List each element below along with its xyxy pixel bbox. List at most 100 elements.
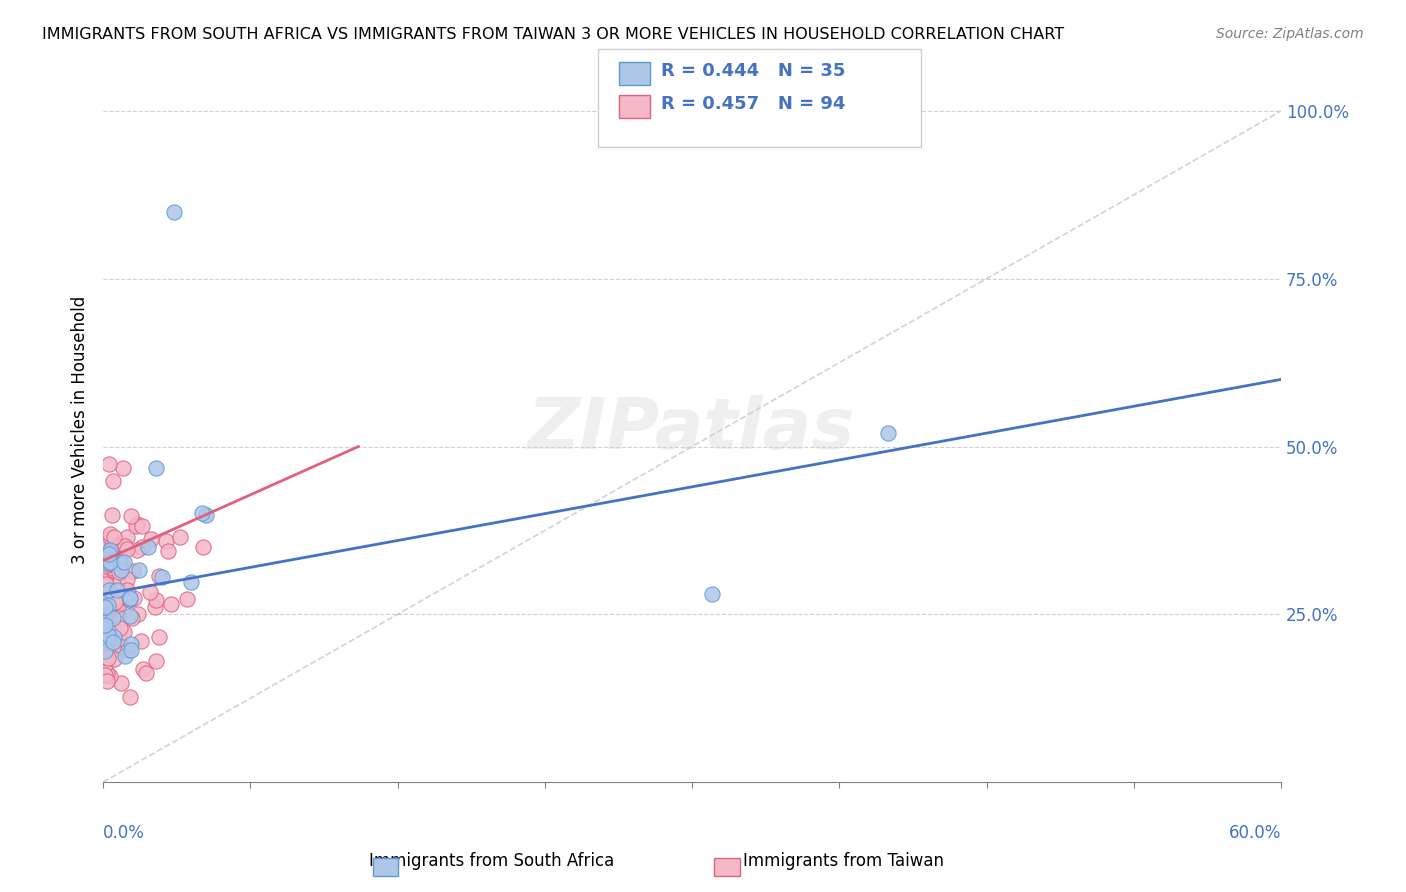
Point <box>176 591 198 606</box>
Point <box>148 569 170 583</box>
Point <box>150 570 173 584</box>
Point <box>94 658 117 673</box>
Point <box>98 599 121 613</box>
Point <box>125 516 148 531</box>
Point <box>103 611 125 625</box>
Point <box>94 587 117 601</box>
Point <box>115 573 138 587</box>
Point <box>100 508 122 523</box>
Point <box>138 540 160 554</box>
Point <box>108 596 131 610</box>
Point <box>96 665 118 680</box>
Point <box>108 556 131 570</box>
Point <box>157 544 180 558</box>
Point <box>131 541 153 555</box>
Point <box>94 577 117 591</box>
Point <box>98 590 121 604</box>
Point <box>96 557 118 571</box>
Point <box>118 592 141 607</box>
Point <box>103 651 125 665</box>
Point <box>120 592 142 607</box>
Point <box>98 530 121 544</box>
Point <box>125 519 148 533</box>
Text: Immigrants from Taiwan: Immigrants from Taiwan <box>744 852 943 870</box>
Point <box>191 540 214 554</box>
Point <box>110 542 132 557</box>
Point <box>97 599 120 613</box>
Point <box>101 563 124 577</box>
Point <box>118 608 141 623</box>
Point <box>114 648 136 663</box>
Point <box>101 474 124 488</box>
Point <box>94 615 117 629</box>
Point <box>159 597 181 611</box>
Point <box>108 546 131 560</box>
Point <box>104 544 127 558</box>
Point <box>98 599 121 614</box>
Point <box>107 570 129 584</box>
Point <box>96 673 118 688</box>
Point <box>118 591 141 606</box>
Point <box>128 564 150 578</box>
Point <box>100 591 122 605</box>
Point <box>155 533 177 548</box>
Point <box>121 611 143 625</box>
Point <box>121 564 143 578</box>
Point <box>110 675 132 690</box>
Text: R = 0.444   N = 35: R = 0.444 N = 35 <box>661 62 845 80</box>
Point <box>131 634 153 648</box>
Point <box>110 589 132 603</box>
Point <box>103 630 125 644</box>
Point <box>195 508 218 522</box>
Point <box>700 587 723 601</box>
Point <box>94 573 117 587</box>
Point <box>94 600 117 615</box>
Point <box>108 565 131 579</box>
Point <box>94 549 117 564</box>
Point <box>98 612 121 626</box>
Point <box>108 553 131 567</box>
Text: R = 0.457   N = 94: R = 0.457 N = 94 <box>661 95 845 113</box>
Point <box>131 519 153 533</box>
Point <box>94 668 117 682</box>
Point <box>101 594 124 608</box>
Point <box>101 538 124 552</box>
Point <box>110 640 132 654</box>
Point <box>97 623 120 637</box>
Point <box>94 618 117 632</box>
Y-axis label: 3 or more Vehicles in Household: 3 or more Vehicles in Household <box>72 295 89 564</box>
Point <box>94 608 117 623</box>
Point <box>115 582 138 597</box>
Point <box>138 585 160 599</box>
Point <box>98 669 121 683</box>
Point <box>94 649 117 664</box>
Point <box>191 506 214 520</box>
Point <box>169 530 191 544</box>
Point <box>145 460 167 475</box>
Point <box>94 644 117 658</box>
Point <box>108 632 131 646</box>
Point <box>141 532 163 546</box>
Point <box>120 637 142 651</box>
Point <box>94 536 117 550</box>
Text: 0.0%: 0.0% <box>103 824 145 842</box>
Point <box>110 563 132 577</box>
Point <box>115 643 138 657</box>
Point <box>122 591 145 606</box>
Point <box>98 543 121 558</box>
Point <box>117 642 139 657</box>
Point <box>118 690 141 704</box>
Point <box>100 546 122 560</box>
Point <box>101 591 124 605</box>
Point <box>97 597 120 611</box>
Point <box>104 599 127 613</box>
Point <box>105 536 128 550</box>
Point <box>127 607 149 621</box>
Point <box>125 543 148 558</box>
Point <box>135 666 157 681</box>
Point <box>98 582 121 597</box>
Point <box>120 509 142 524</box>
Point <box>111 461 134 475</box>
Point <box>97 548 120 562</box>
Point <box>163 204 186 219</box>
